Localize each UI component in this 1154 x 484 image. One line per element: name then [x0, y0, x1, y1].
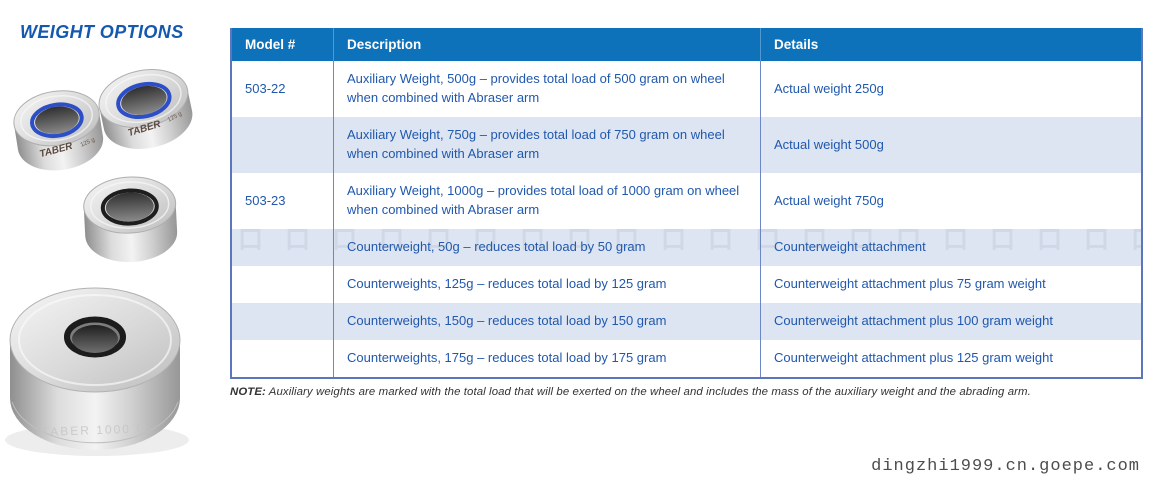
blue-oring [30, 102, 84, 139]
note-text: Auxiliary weights are marked with the to… [265, 386, 1031, 398]
weight-options-table: Model # Description Details 503-22 Auxil… [230, 28, 1143, 379]
cell-description: Auxiliary Weight, 750g – provides total … [333, 117, 760, 173]
medium-weight [83, 176, 178, 263]
cell-model [232, 266, 333, 303]
small-weight-right: TABER 125 g [98, 69, 193, 149]
cell-description: Counterweights, 150g – reduces total loa… [333, 303, 760, 340]
table-row: Counterweights, 125g – reduces total loa… [232, 266, 1141, 303]
cell-model: 503-22 [245, 80, 286, 96]
note: NOTE: Auxiliary weights are marked with … [230, 386, 1145, 398]
cell-details: Actual weight 750g [760, 173, 1141, 229]
cell-details: Actual weight 500g [760, 117, 1141, 173]
cell-description: Counterweights, 125g – reduces total loa… [333, 266, 760, 303]
cell-description: Auxiliary Weight, 500g – provides total … [333, 61, 760, 117]
engraving-taber-1000g: TABER 1000 G [42, 421, 148, 439]
header-cell-details: Details [760, 28, 1141, 61]
engraving-125g-left: 125 g [80, 137, 96, 148]
cell-model [232, 229, 333, 266]
header-cell-description: Description [333, 28, 760, 61]
table-header-row: Model # Description Details [232, 28, 1141, 61]
table-row: Auxiliary Weight, 750g – provides total … [232, 117, 1141, 173]
cell-model: 503-23 [245, 192, 286, 208]
cell-description: Counterweights, 175g – reduces total loa… [333, 340, 760, 377]
header-cell-model: Model # [245, 37, 296, 52]
cell-details: Counterweight attachment [760, 229, 1141, 266]
table-row: 503-22 Auxiliary Weight, 500g – provides… [232, 61, 1141, 117]
large-weight: TABER 1000 G [5, 287, 189, 456]
cell-details: Counterweight attachment plus 75 gram we… [760, 266, 1141, 303]
page-title: WEIGHT OPTIONS [20, 22, 184, 42]
cell-model [232, 340, 333, 377]
black-oring [100, 188, 159, 226]
table-row: Counterweights, 150g – reduces total loa… [232, 303, 1141, 340]
cell-description: Counterweight, 50g – reduces total load … [333, 229, 760, 266]
cell-description: Auxiliary Weight, 1000g – provides total… [333, 173, 760, 229]
black-oring [64, 316, 126, 358]
cell-details: Counterweight attachment plus 125 gram w… [760, 340, 1141, 377]
blue-oring [116, 81, 172, 119]
weights-illustration: TABER 125 g TABER 125 g [5, 69, 193, 456]
cell-model [232, 303, 333, 340]
table-row: 503-23 Auxiliary Weight, 1000g – provide… [232, 173, 1141, 229]
small-weight-left: TABER 125 g [13, 90, 104, 171]
note-label: NOTE: [230, 386, 266, 398]
product-photo-weights: TABER 125 g TABER 125 g [0, 50, 230, 460]
cell-details: Counterweight attachment plus 100 gram w… [760, 303, 1141, 340]
table-row: Counterweight, 50g – reduces total load … [232, 229, 1141, 266]
site-watermark: dingzhi1999.cn.goepe.com [871, 457, 1140, 476]
table-row: Counterweights, 175g – reduces total loa… [232, 340, 1141, 377]
cell-model [232, 117, 333, 173]
cell-details: Actual weight 250g [760, 61, 1141, 117]
